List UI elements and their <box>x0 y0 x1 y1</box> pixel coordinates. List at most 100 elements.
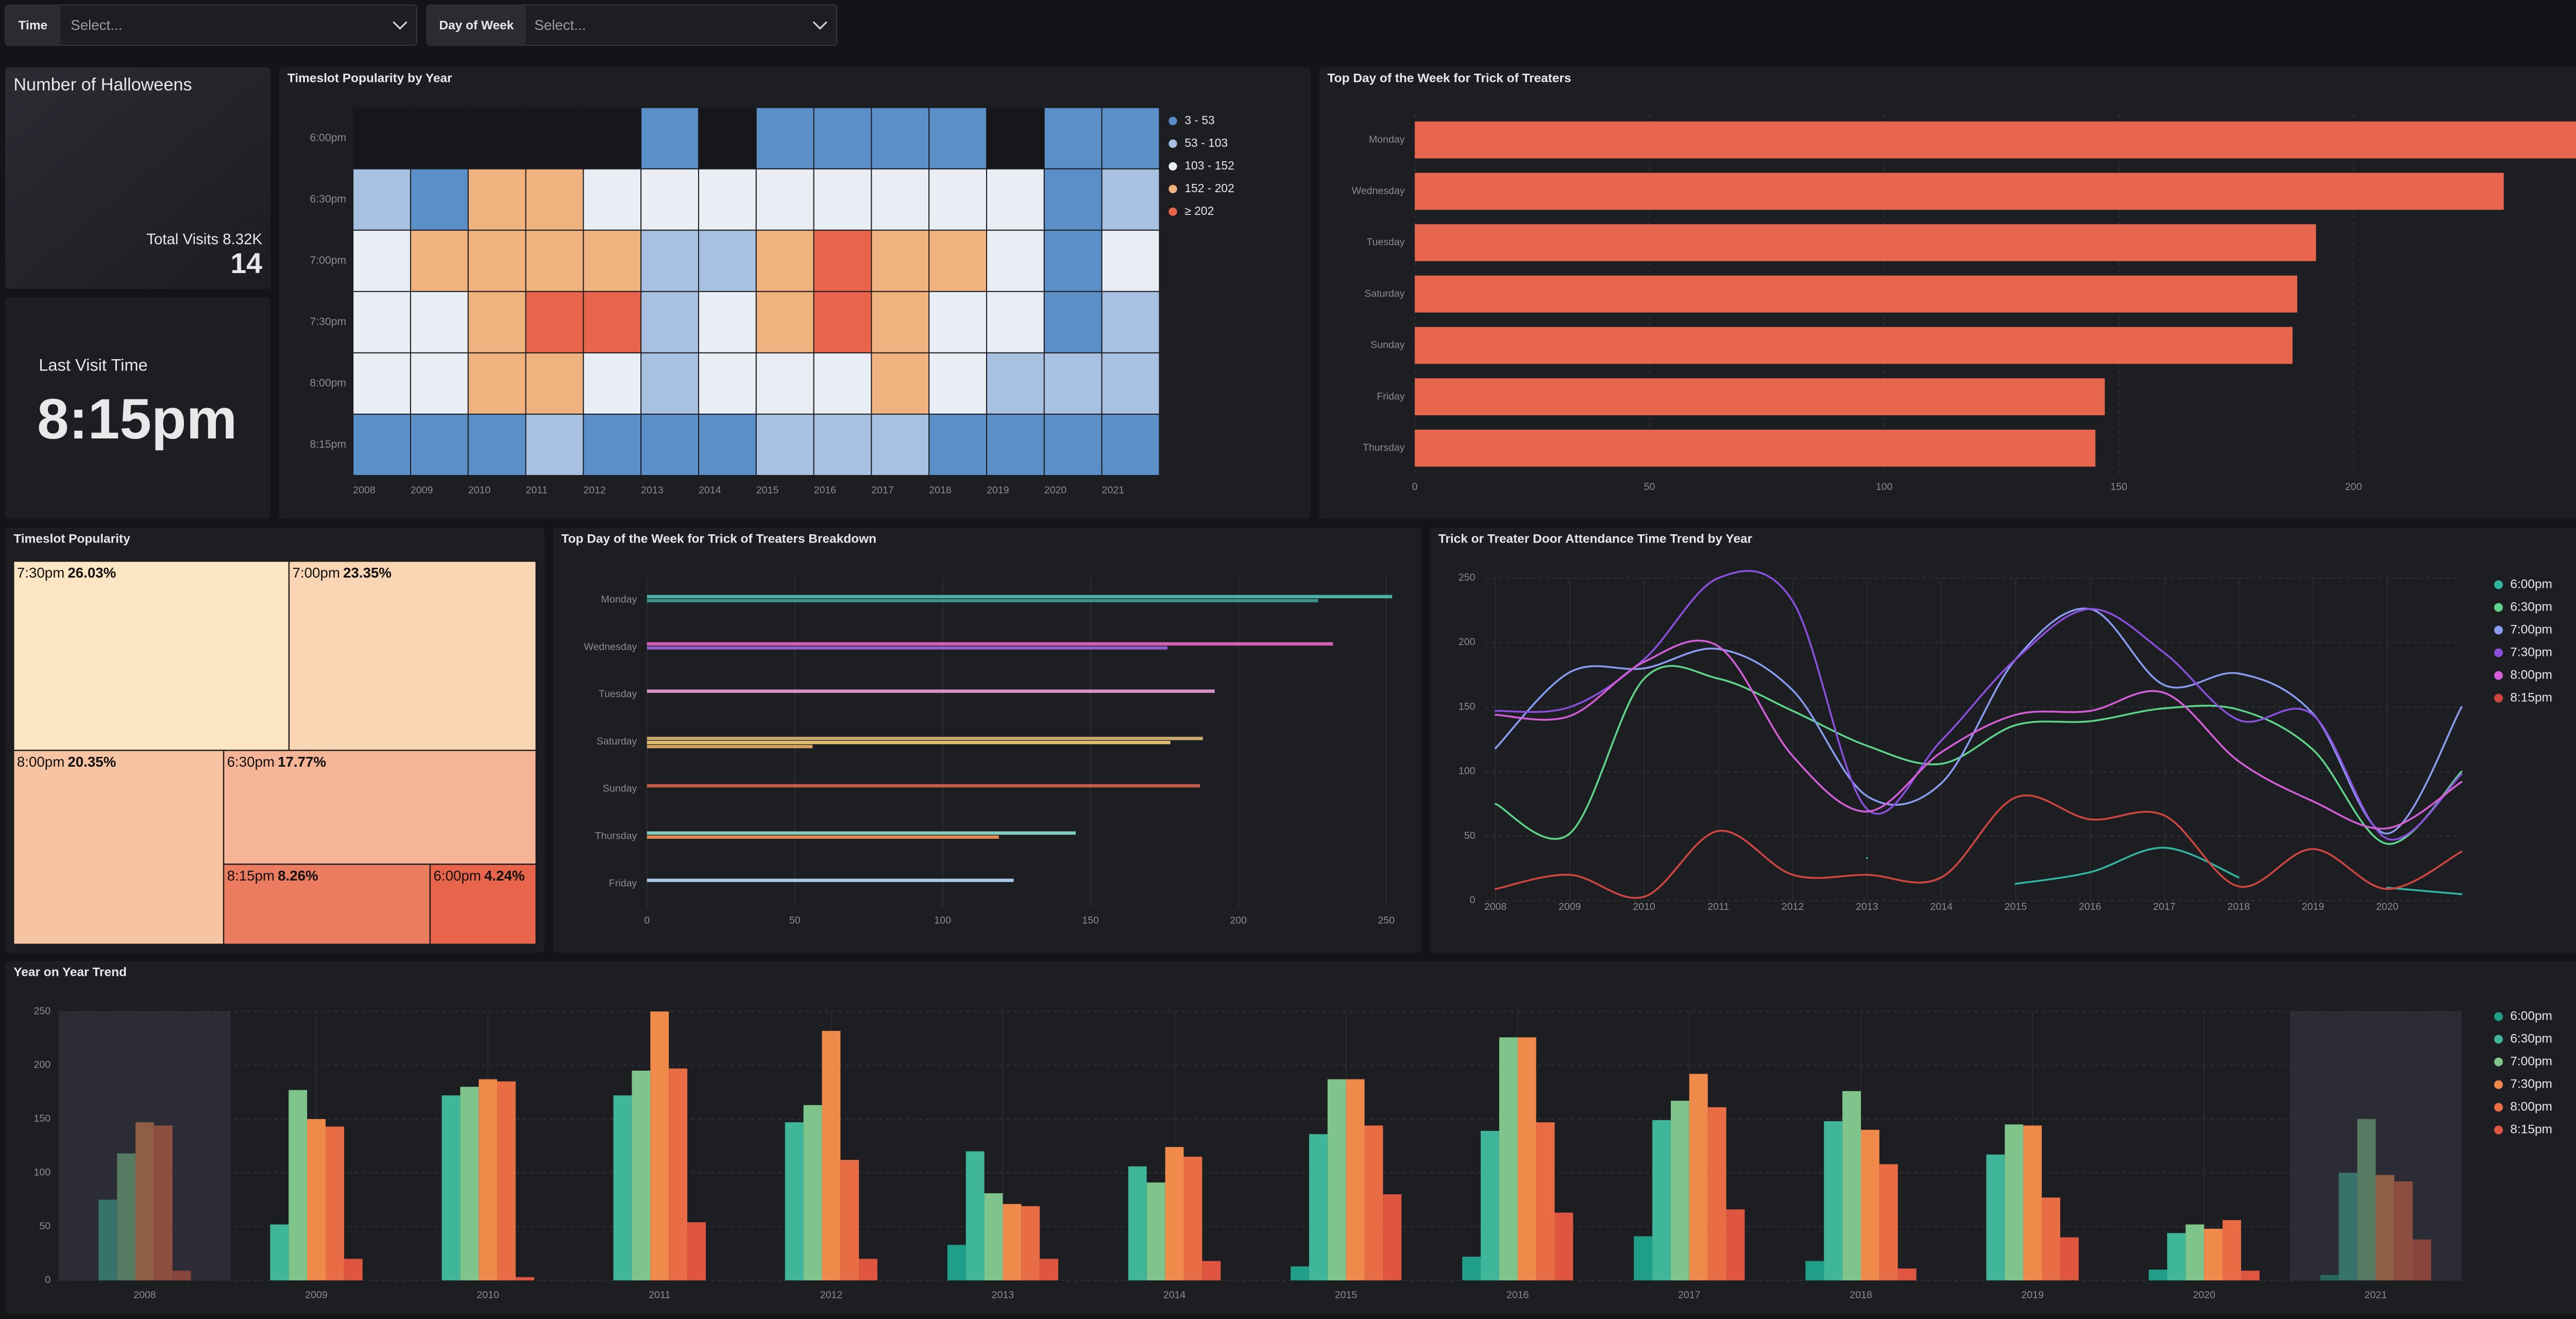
treemap-cell <box>429 864 537 945</box>
cell-value: 26.03% <box>67 565 116 581</box>
heatmap-cell <box>986 352 1045 415</box>
filter-day[interactable]: Day of Week Select... <box>426 4 838 46</box>
heatmap-cell <box>986 413 1045 476</box>
empty-cell <box>352 107 411 170</box>
heatmap-cell <box>640 413 699 476</box>
y-tick-label: 100 <box>33 1166 50 1178</box>
bar <box>479 1079 498 1280</box>
filter-time[interactable]: Time Select... <box>5 4 418 46</box>
y-tick-label: Tuesday <box>599 688 637 700</box>
y-tick-label: 100 <box>1459 766 1476 777</box>
bar <box>2023 1125 2042 1280</box>
x-tick-label: 2013 <box>1856 901 1878 912</box>
heatmap-cell <box>352 168 411 231</box>
bar <box>1517 1037 1536 1280</box>
treemap-cell <box>288 561 537 751</box>
bar <box>1415 275 2297 313</box>
bar <box>2148 1270 2167 1280</box>
y-tick-label: 200 <box>33 1059 50 1071</box>
bar <box>1327 1079 1346 1280</box>
heatmap-cell <box>755 291 815 353</box>
chevron[interactable] <box>812 21 827 30</box>
treemap-cell <box>223 750 537 865</box>
legend-marker <box>2494 694 2503 703</box>
heatmap-cell <box>755 413 815 476</box>
x-tick-label: 2011 <box>649 1290 670 1301</box>
bar <box>344 1259 363 1280</box>
bar <box>965 1151 985 1280</box>
x-tick-label: 2015 <box>756 484 779 496</box>
cell-label: 6:00pm <box>433 868 481 884</box>
x-tick-label: 2017 <box>2153 901 2175 912</box>
x-tick-label: 2008 <box>1484 901 1507 912</box>
bar <box>1879 1164 1898 1280</box>
bar <box>1842 1091 1861 1280</box>
legend-marker <box>2494 603 2503 612</box>
x-tick-label: 2018 <box>929 484 952 496</box>
bar <box>647 737 1203 740</box>
chevron[interactable] <box>393 21 408 30</box>
cell-value: 23.35% <box>343 565 392 581</box>
bar <box>307 1119 326 1280</box>
treemap-cell <box>13 750 225 945</box>
heatmap-cell <box>871 107 930 170</box>
heatmap-cell <box>698 168 757 231</box>
legend-label: 6:00pm <box>2510 577 2552 591</box>
y-tick-label: 150 <box>33 1113 50 1124</box>
bar <box>632 1071 651 1280</box>
bar <box>1202 1261 1221 1280</box>
legend-marker <box>1168 116 1177 125</box>
bar <box>669 1068 688 1280</box>
bar <box>1726 1209 1745 1280</box>
filter-box[interactable] <box>5 4 418 46</box>
heatmap-cell <box>467 168 527 231</box>
heatmap-cell <box>871 229 930 292</box>
x-tick-label: 2017 <box>871 484 893 496</box>
bar <box>1671 1101 1689 1280</box>
heatmap-cell <box>1101 291 1160 353</box>
cell-label: 7:30pm <box>17 565 64 581</box>
heatmap-cell <box>928 413 987 476</box>
legend-marker <box>1168 184 1177 194</box>
x-tick-label: 2020 <box>1044 484 1067 496</box>
x-tick-label: 2019 <box>2302 901 2324 912</box>
bar <box>2060 1237 2079 1280</box>
legend-label: 7:30pm <box>2510 1077 2552 1091</box>
bar <box>984 1193 1003 1280</box>
heatmap-cell <box>583 352 642 415</box>
bar <box>687 1222 706 1280</box>
cell-label: 8:00pm <box>17 754 64 770</box>
x-tick-label: 2012 <box>583 484 605 496</box>
row-label: 6:30pm <box>310 193 346 205</box>
heatmap-cell <box>410 352 469 415</box>
heatmap-cell <box>813 107 872 170</box>
x-tick-label: 2012 <box>820 1290 842 1301</box>
filter-placeholder[interactable]: Select... <box>71 17 122 33</box>
bar <box>1040 1259 1059 1280</box>
x-tick-label: 150 <box>2110 481 2127 493</box>
bar <box>647 745 813 749</box>
kpi-title: Last Visit Time <box>39 356 147 375</box>
bar <box>647 642 1333 646</box>
bar <box>1415 121 2576 159</box>
heatmap-cell <box>352 291 411 353</box>
x-tick-label: 2020 <box>2193 1290 2215 1301</box>
legend-marker <box>2494 1035 2503 1044</box>
y-tick-label: Friday <box>609 877 637 889</box>
legend-label: 152 - 202 <box>1184 181 1234 195</box>
filter-placeholder[interactable]: Select... <box>534 17 586 33</box>
x-tick-label: 0 <box>644 915 650 926</box>
y-tick-label: 50 <box>1464 830 1476 841</box>
cell-value: 4.24% <box>484 868 525 884</box>
heatmap-cell <box>871 168 930 231</box>
legend-marker <box>1168 207 1177 216</box>
x-tick-label: 2021 <box>2365 1290 2387 1301</box>
x-tick-label: 2021 <box>1102 484 1124 496</box>
empty-cell <box>583 107 642 170</box>
legend-marker <box>1168 162 1177 171</box>
bar <box>1415 378 2105 415</box>
x-tick-label: 2008 <box>133 1290 156 1301</box>
x-tick-label: 2015 <box>1335 1290 1358 1301</box>
heatmap-cell <box>755 352 815 415</box>
empty-cell <box>410 107 469 170</box>
